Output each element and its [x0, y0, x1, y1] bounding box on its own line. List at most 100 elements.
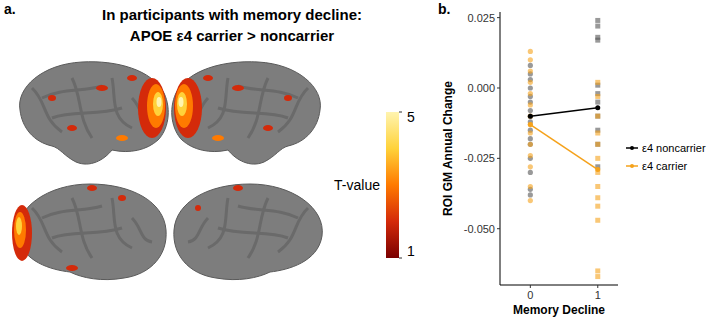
sulcus — [52, 228, 122, 238]
activation-blob — [203, 75, 213, 81]
activation-blob — [263, 125, 273, 131]
brain-lateral-left — [20, 62, 169, 164]
activation-blob — [212, 135, 224, 141]
activation-blob — [179, 97, 184, 107]
y-tick — [497, 87, 500, 88]
activation-blob — [16, 217, 22, 235]
y-tick — [497, 158, 500, 159]
legend-marker — [630, 164, 634, 168]
colorbar-tick — [399, 258, 402, 259]
sulcus — [42, 206, 102, 218]
y-axis-label: ROI GM Annual Change — [441, 81, 455, 216]
sulcus — [278, 88, 308, 132]
activation-blob — [116, 135, 128, 141]
data-point — [595, 184, 600, 189]
y-tick-label: 0.000 — [467, 82, 495, 94]
x-tick — [597, 285, 598, 288]
colorbar — [386, 112, 399, 258]
cortex — [18, 184, 166, 280]
data-point — [528, 130, 533, 135]
data-point — [528, 114, 533, 119]
data-point — [528, 142, 533, 147]
mean-point — [595, 167, 600, 172]
data-point — [595, 100, 600, 105]
activation-blob — [284, 95, 292, 101]
data-point — [528, 153, 533, 158]
data-point — [595, 142, 600, 147]
sulcus — [72, 198, 92, 258]
activation-blob — [127, 75, 137, 81]
activation-blob — [66, 265, 78, 271]
data-point — [595, 268, 600, 273]
figure: a.In participants with memory decline:AP… — [0, 0, 708, 319]
data-point — [528, 91, 533, 96]
sulcus — [208, 78, 228, 128]
data-point — [595, 18, 600, 23]
y-axis — [500, 12, 501, 285]
brain-lateral-right — [172, 62, 321, 164]
sulcus — [132, 218, 152, 242]
activation-blob — [67, 125, 77, 131]
y-tick-label: -0.025 — [464, 152, 495, 164]
data-point — [528, 142, 533, 147]
brain-medial-right — [174, 184, 322, 280]
colorbar-tick-label: 5 — [407, 109, 415, 125]
data-point — [528, 49, 533, 54]
data-point — [528, 136, 533, 141]
legend-label: ε4 carrier — [642, 160, 688, 172]
sulcus — [112, 78, 132, 128]
y-tick-label: 0.025 — [467, 12, 495, 24]
data-point — [595, 156, 600, 161]
y-tick — [497, 17, 500, 18]
sulcus — [248, 198, 268, 258]
data-point — [528, 114, 533, 119]
sulcus — [188, 218, 208, 242]
y-tick-label: -0.050 — [464, 223, 495, 235]
mean-point — [595, 105, 600, 110]
data-point — [528, 192, 533, 197]
panel-label: b. — [438, 1, 450, 17]
activation-blob — [14, 212, 26, 248]
data-point — [595, 80, 600, 85]
activation-blob — [12, 205, 32, 261]
panel-label: a. — [4, 1, 16, 17]
activation-blob — [138, 78, 166, 138]
x-axis — [500, 285, 618, 286]
activation-blob — [232, 85, 244, 91]
data-point — [528, 80, 533, 85]
plot-marks — [528, 18, 601, 279]
activation-blob — [175, 84, 193, 128]
mean-line — [530, 125, 597, 170]
data-point — [595, 94, 600, 99]
cortex — [174, 184, 322, 280]
activation-blob — [48, 95, 56, 101]
activation-blob — [177, 92, 187, 116]
data-point — [595, 131, 600, 136]
mean-line — [530, 108, 597, 116]
cortex — [20, 62, 169, 164]
data-point — [595, 195, 600, 200]
data-point — [528, 57, 533, 62]
data-point — [528, 164, 533, 169]
x-tick-label: 0 — [527, 289, 533, 301]
activation-blob — [87, 185, 97, 191]
data-point — [528, 102, 533, 107]
data-point — [595, 38, 600, 43]
data-point — [595, 114, 600, 119]
data-point — [528, 63, 533, 68]
sulcus — [218, 228, 288, 238]
sulcus — [238, 206, 298, 218]
mean-point — [528, 114, 533, 119]
data-point — [595, 24, 600, 29]
sulcus — [278, 208, 308, 252]
x-tick — [530, 285, 531, 288]
title: In participants with memory decline: — [102, 6, 362, 23]
data-point — [595, 142, 600, 147]
data-point — [528, 198, 533, 203]
activation-blob — [195, 205, 201, 211]
sulcus — [112, 198, 132, 248]
legend-label: ε4 noncarrier — [642, 142, 706, 154]
activation-blob — [147, 84, 165, 128]
data-point — [595, 274, 600, 279]
sulcus — [32, 208, 62, 252]
